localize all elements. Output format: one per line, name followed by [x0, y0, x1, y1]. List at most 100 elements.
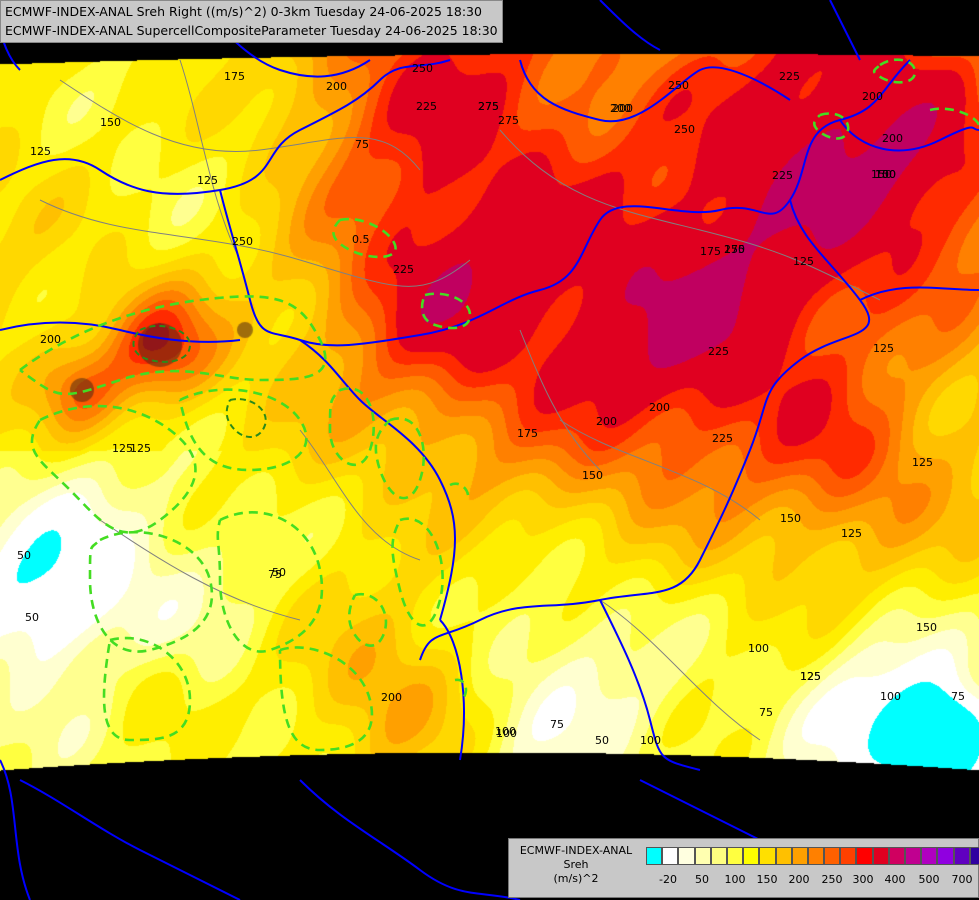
legend-swatch	[840, 847, 857, 865]
country-border	[439, 619, 465, 761]
legend-swatch	[710, 847, 727, 865]
contour-label: 75	[355, 138, 369, 151]
country-border	[299, 339, 456, 621]
contour-label: 125	[197, 174, 218, 187]
scp-contour	[929, 107, 979, 126]
contour-label: 125	[800, 670, 821, 683]
contour-label: 150	[916, 621, 937, 634]
contour-label: 250	[674, 123, 695, 136]
contour-label: 275	[478, 100, 499, 113]
contour-label: 125	[130, 442, 151, 455]
legend-title-param: Sreh	[563, 858, 589, 871]
scp-contour	[328, 387, 376, 466]
region-line	[179, 59, 241, 261]
contour-label: 225	[416, 100, 437, 113]
country-border	[599, 0, 661, 51]
contour-label: 175	[517, 427, 538, 440]
contour-label: 100	[496, 727, 517, 740]
contour-label: 75	[951, 690, 965, 703]
contour-label: 150	[582, 469, 603, 482]
legend-tick-label: 100	[724, 873, 746, 886]
legend-title-model: ECMWF-INDEX-ANAL	[519, 844, 633, 857]
legend-tick-label: 50	[695, 873, 709, 886]
country-border	[219, 59, 911, 347]
contour-label: 100	[875, 168, 896, 181]
legend-tick-label: 700	[951, 873, 973, 886]
legend-tick-label: 250	[821, 873, 843, 886]
contour-label: 75	[268, 568, 282, 581]
legend-tick-label: 500	[918, 873, 940, 886]
legend-swatch	[646, 847, 663, 865]
legend-swatch	[969, 847, 979, 865]
contour-label: 125	[841, 527, 862, 540]
contour-labels: 1752502252002751501257522520027525020012…	[17, 62, 965, 747]
contour-label: 225	[393, 263, 414, 276]
region-line	[499, 129, 881, 301]
scp-contour	[332, 217, 397, 259]
contour-label: 200	[649, 401, 670, 414]
legend-swatch	[662, 847, 679, 865]
scp-contours	[19, 58, 979, 752]
contour-label: 175	[224, 70, 245, 83]
contour-label: 75	[759, 706, 773, 719]
legend-swatch	[937, 847, 954, 865]
region-line	[559, 419, 761, 521]
country-border	[419, 199, 871, 661]
country-border	[859, 286, 979, 301]
title-line-2: ECMWF-INDEX-ANAL SupercellCompositeParam…	[5, 23, 498, 38]
country-border	[299, 779, 521, 900]
contour-label: 225	[708, 345, 729, 358]
legend-swatch	[824, 847, 841, 865]
legend-swatch	[888, 847, 905, 865]
contour-label: 200	[610, 102, 631, 115]
legend-title-unit: (m/s)^2	[553, 872, 599, 885]
legend-tick-label: -20	[659, 873, 677, 886]
contour-label: 200	[882, 132, 903, 145]
contour-label: 125	[873, 342, 894, 355]
map-title: ECMWF-INDEX-ANAL Sreh Right ((m/s)^2) 0-…	[0, 0, 503, 43]
region-line	[599, 599, 761, 741]
scp-contour	[449, 482, 470, 501]
contour-label: 200	[596, 415, 617, 428]
contour-label: 175	[700, 245, 721, 258]
legend-swatch	[726, 847, 744, 865]
contour-label: 100	[640, 734, 661, 747]
scp-contour	[391, 517, 444, 627]
scp-contour	[812, 112, 850, 140]
legend-swatch	[759, 847, 776, 865]
contour-label: 125	[30, 145, 51, 158]
legend-swatch	[694, 847, 711, 865]
title-line-1: ECMWF-INDEX-ANAL Sreh Right ((m/s)^2) 0-…	[5, 4, 482, 19]
contour-label: 275	[478, 100, 499, 113]
contour-label: 175	[724, 243, 745, 256]
legend-swatch	[807, 847, 825, 865]
region-line	[39, 199, 471, 287]
contour-label: 250	[724, 243, 745, 256]
contour-label: 75	[550, 718, 564, 731]
scp-contour	[420, 292, 472, 330]
color-legend: ECMWF-INDEX-ANAL Sreh (m/s)^2 -20 50 100 15…	[508, 838, 979, 898]
legend-swatch	[872, 847, 889, 865]
legend-swatch	[791, 847, 808, 865]
contour-label: 200	[862, 90, 883, 103]
contour-label: 200	[381, 691, 402, 704]
legend-swatch	[921, 847, 938, 865]
country-border	[519, 59, 791, 123]
contour-label: 50	[595, 734, 609, 747]
country-border	[839, 119, 979, 152]
scp-contour-label: 0.5	[352, 233, 370, 246]
legend-title: ECMWF-INDEX-ANAL Sreh (m/s)^2	[509, 844, 643, 886]
region-line	[299, 429, 421, 561]
legend-tick-label: 300	[852, 873, 874, 886]
contour-label: 100	[748, 642, 769, 655]
scp-contour	[278, 646, 374, 752]
contour-label: 250	[412, 62, 433, 75]
scp-contour	[30, 404, 197, 534]
contour-label: 125	[800, 670, 821, 683]
scp-contour	[216, 511, 324, 653]
legend-swatches	[646, 847, 979, 865]
contour-label: 150	[100, 116, 121, 129]
contour-label: 150	[871, 168, 892, 181]
